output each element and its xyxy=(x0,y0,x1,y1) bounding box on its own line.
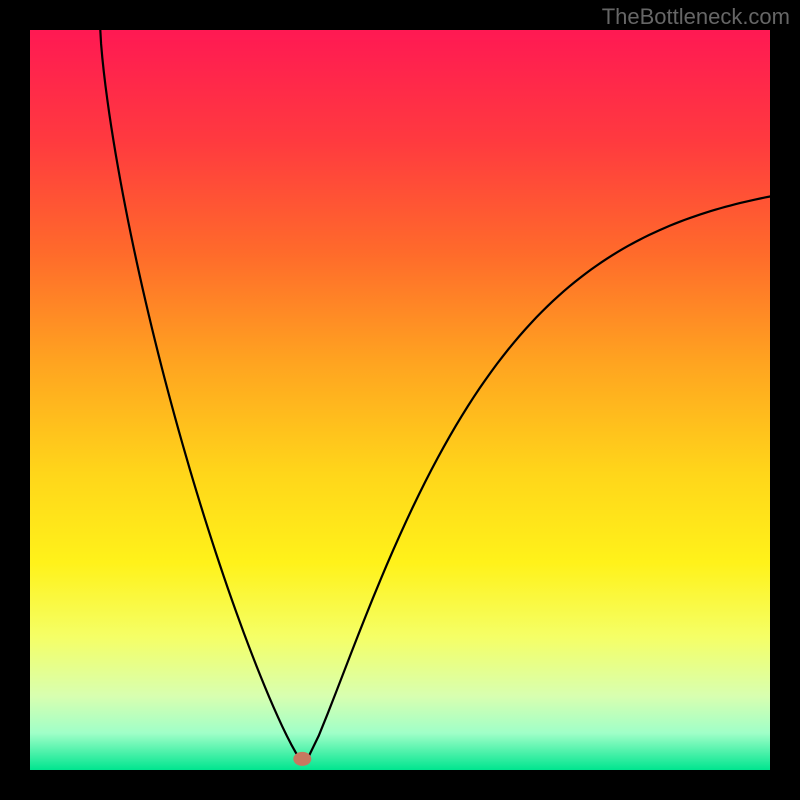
apex-marker xyxy=(293,752,311,766)
plot-gradient-background xyxy=(30,30,770,770)
chart-container: TheBottleneck.com xyxy=(0,0,800,800)
bottleneck-chart xyxy=(0,0,800,800)
